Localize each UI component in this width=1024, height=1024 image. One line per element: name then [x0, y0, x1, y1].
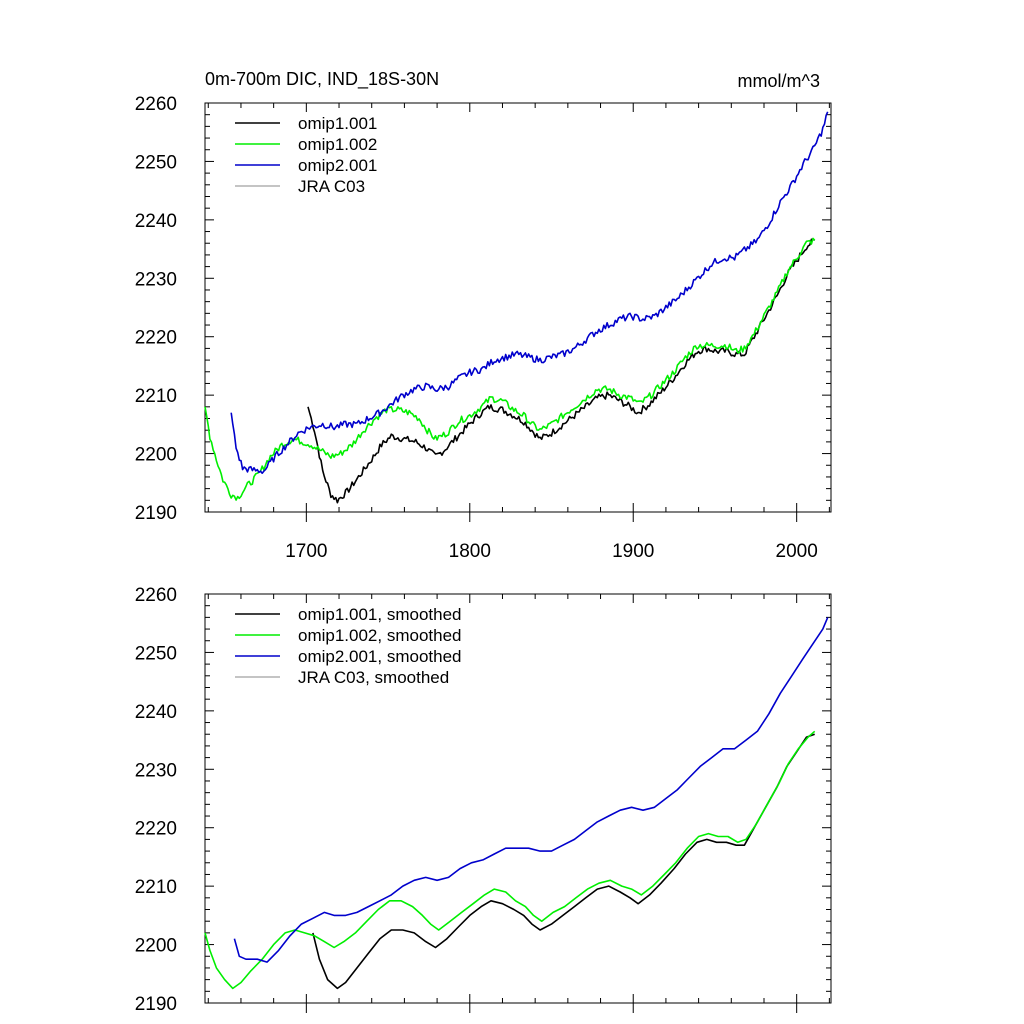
plot-frame	[204, 593, 832, 1004]
y-tick-label: 2240	[135, 211, 177, 232]
series-line-omip1-002	[204, 237, 816, 501]
x-tick-label: 1700	[285, 541, 327, 562]
series-line-omip1-001	[307, 238, 816, 504]
plot-frame	[204, 102, 832, 513]
legend-label: omip2.001, smoothed	[298, 647, 462, 666]
units-label: mmol/m^3	[738, 71, 820, 91]
legend-label: omip1.001	[298, 114, 377, 133]
y-tick-label: 2190	[135, 503, 177, 524]
legend-label: JRA C03, smoothed	[298, 668, 449, 687]
series-line-omip2-001	[230, 111, 829, 474]
y-tick-label: 2200	[135, 445, 177, 466]
x-tick-label: 2000	[776, 541, 818, 562]
y-tick-label: 2260	[135, 94, 177, 115]
legend-label: JRA C03	[298, 177, 365, 196]
y-tick-label: 2260	[135, 585, 177, 606]
y-tick-label: 2220	[135, 819, 177, 840]
y-tick-label: 2250	[135, 152, 177, 173]
legend-label: omip1.001, smoothed	[298, 605, 462, 624]
series-line-omip1-002-smoothed	[204, 730, 816, 990]
y-tick-label: 2210	[135, 386, 177, 407]
y-tick-label: 2230	[135, 760, 177, 781]
y-tick-label: 2220	[135, 328, 177, 349]
panel-bottom: 2190 2200 2210 2220 2230 2240 2250 2260 omip1.00…	[135, 585, 832, 1015]
legend-label: omip1.002	[298, 135, 377, 154]
legend-label: omip1.002, smoothed	[298, 626, 462, 645]
y-tick-label: 2240	[135, 702, 177, 723]
y-tick-label: 2200	[135, 936, 177, 957]
x-tick-label: 1800	[449, 541, 491, 562]
y-tick-label: 2210	[135, 877, 177, 898]
chart-title: 0m-700m DIC, IND_18S-30N	[205, 69, 439, 90]
legend-label: omip2.001	[298, 156, 377, 175]
x-tick-label: 1900	[612, 541, 654, 562]
y-tick-label: 2230	[135, 269, 177, 290]
series-line-omip2-001-smoothed	[233, 617, 829, 963]
y-tick-label: 2250	[135, 643, 177, 664]
panel-top: 2190 2200 2210 2220 2230 2240 2250 2260 1700 1800…	[135, 94, 832, 562]
series-line-omip1-001-smoothed	[312, 733, 815, 990]
y-tick-label: 2190	[135, 994, 177, 1015]
